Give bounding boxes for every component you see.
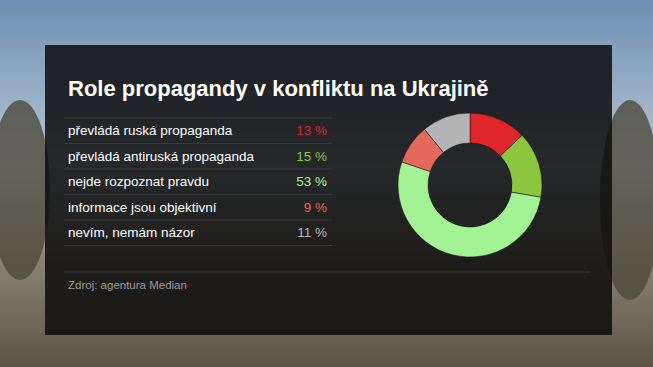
donut-slice bbox=[398, 162, 541, 257]
row-separator bbox=[64, 169, 332, 170]
row-separator bbox=[64, 245, 332, 246]
panel bbox=[45, 45, 612, 335]
source-separator bbox=[64, 272, 590, 273]
legend-label: převládá antiruská propaganda bbox=[68, 149, 255, 164]
legend-label: převládá ruská propaganda bbox=[68, 123, 233, 138]
data-label: 53 % bbox=[296, 174, 327, 189]
row-separator bbox=[64, 143, 332, 144]
donut-slice bbox=[500, 135, 542, 197]
data-label: 15 % bbox=[296, 149, 327, 164]
data-label: 11 % bbox=[297, 225, 327, 240]
row-separator bbox=[64, 194, 332, 195]
title: Role propagandy v konfliktu na Ukrajině bbox=[68, 76, 489, 101]
legend-label: informace jsou objektivní bbox=[68, 200, 217, 215]
source: Zdroj: agentura Median bbox=[68, 279, 187, 291]
legend-label: nevím, nemám názor bbox=[68, 225, 195, 240]
chart-root: Role propagandy v konfliktu na Ukrajině p… bbox=[0, 0, 653, 367]
background-figure bbox=[0, 100, 50, 280]
legend-label: nejde rozpoznat pravdu bbox=[68, 174, 209, 189]
data-label: 13 % bbox=[296, 123, 327, 138]
background bbox=[0, 0, 653, 367]
donut-slice bbox=[424, 113, 470, 152]
row-separator bbox=[64, 118, 332, 119]
data-label: 9 % bbox=[304, 200, 327, 215]
row-separator bbox=[64, 220, 332, 221]
